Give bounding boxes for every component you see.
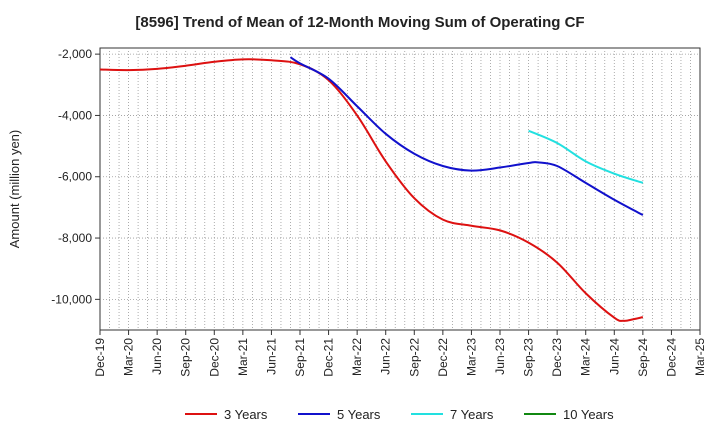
x-tick-label: Sep-23 — [522, 338, 536, 377]
series-lines — [99, 56, 644, 322]
x-tick-label: Dec-24 — [664, 338, 678, 377]
x-tick-label: Mar-23 — [464, 338, 478, 376]
y-tick-label: -8,000 — [58, 231, 92, 245]
x-tick-label: Dec-22 — [436, 338, 450, 377]
y-axis-title: Amount (million yen) — [7, 130, 22, 249]
grid-lines — [100, 48, 700, 330]
x-tick-label: Jun-21 — [264, 338, 278, 375]
x-tick-label: Dec-23 — [550, 338, 564, 377]
series-line-3-years — [99, 58, 644, 322]
x-tick-label: Jun-24 — [607, 338, 621, 375]
x-tick-label: Mar-24 — [579, 338, 593, 376]
x-tick-label: Dec-20 — [207, 338, 221, 377]
legend-label: 3 Years — [224, 407, 268, 422]
legend: 3 Years 5 Years 7 Years 10 Years — [185, 407, 614, 422]
x-axis-ticks: Dec-19 Mar-20 Jun-20 Sep-20 Dec-20 Mar-21 Jun-… — [93, 330, 707, 377]
chart-title: [8596] Trend of Mean of 12-Month Moving … — [135, 14, 585, 31]
x-tick-label: Sep-24 — [636, 338, 650, 377]
y-tick-label: -2,000 — [58, 47, 92, 61]
x-tick-label: Mar-25 — [693, 338, 707, 376]
x-tick-label: Jun-22 — [379, 338, 393, 375]
legend-label: 7 Years — [450, 407, 494, 422]
x-tick-label: Mar-22 — [350, 338, 364, 376]
x-tick-label: Mar-21 — [236, 338, 250, 376]
x-tick-label: Sep-20 — [179, 338, 193, 377]
y-tick-label: -6,000 — [58, 170, 92, 184]
y-tick-label: -4,000 — [58, 108, 92, 122]
x-tick-label: Dec-19 — [93, 338, 107, 377]
legend-label: 10 Years — [563, 407, 614, 422]
y-tick-label: -10,000 — [51, 292, 92, 306]
x-tick-label: Sep-21 — [293, 338, 307, 377]
legend-label: 5 Years — [337, 407, 381, 422]
x-tick-label: Mar-20 — [122, 338, 136, 376]
series-line-5-years — [289, 56, 644, 216]
x-tick-label: Jun-20 — [150, 338, 164, 375]
x-tick-label: Dec-21 — [322, 338, 336, 377]
y-axis-ticks: -2,000 -4,000 -6,000 -8,000 -10,000 — [51, 47, 100, 306]
plot-area — [99, 47, 701, 331]
x-tick-label: Sep-22 — [407, 338, 421, 377]
series-line-7-years — [528, 129, 644, 184]
x-tick-label: Jun-23 — [493, 338, 507, 375]
